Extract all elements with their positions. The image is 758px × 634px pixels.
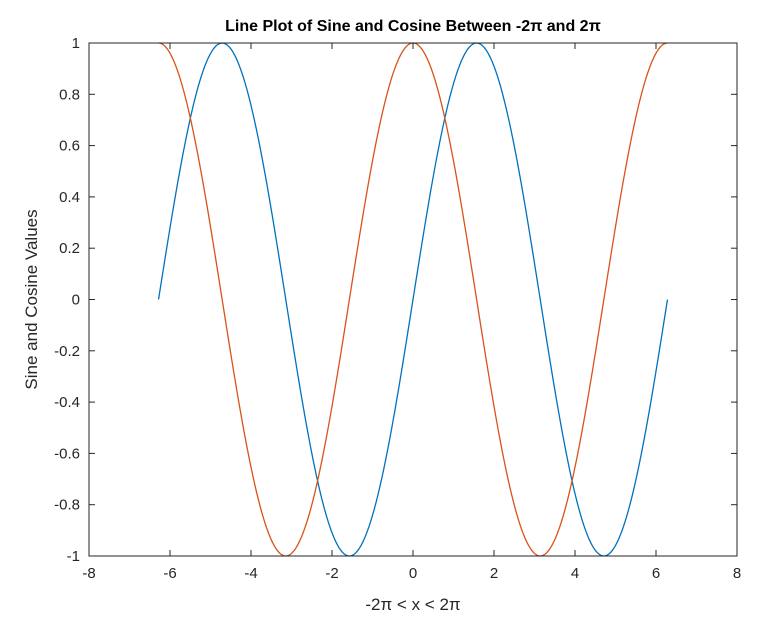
y-tick-label: 0.2 [59,240,80,257]
x-tick-label: 0 [409,565,417,582]
y-tick-label: -0.4 [54,394,80,411]
x-tick-label: -4 [244,565,257,582]
x-tick-label: 4 [571,565,579,582]
ticks-layer: -8 -6 -4 -2 0 2 4 6 8 -1 -0.8 -0.6 -0.4 -0.2 0 0.2 0.4 0.… [54,35,741,582]
chart-title: Line Plot of Sine and Cosine Between -2π… [225,18,601,35]
y-tick-label: -0.2 [54,343,80,360]
y-tick-label: 0.8 [59,86,80,103]
y-axis-title: Sine and Cosine Values [22,209,41,389]
x-tick-label: 6 [652,565,660,582]
series-line-sin [157,42,669,557]
y-tick-label: 1 [72,35,80,52]
x-tick-label: 8 [733,565,741,582]
y-tick-label: 0 [72,292,80,309]
x-tick-label: -6 [163,565,176,582]
y-tick-label: 0.4 [59,189,80,206]
y-tick-label: -0.6 [54,445,80,462]
y-tick-label: -0.8 [54,497,80,514]
x-tick-label: 2 [490,565,498,582]
x-tick-label: -2 [325,565,338,582]
x-axis-title: -2π < x < 2π [365,595,460,614]
y-tick-label: 0.6 [59,138,80,155]
x-tick-label: -8 [82,565,95,582]
y-tick-label: -1 [67,548,80,565]
